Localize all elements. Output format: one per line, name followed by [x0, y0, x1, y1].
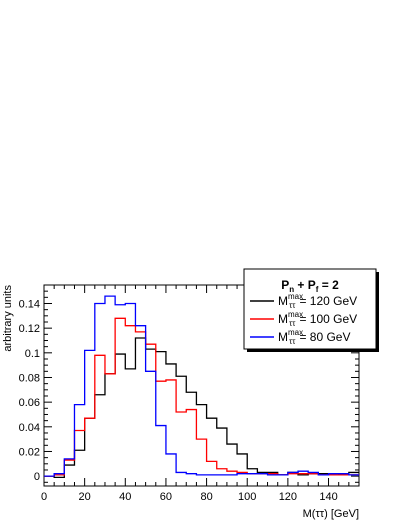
x-axis-title: M(ττ) [GeV]: [303, 508, 359, 520]
x-tick-label: 0: [41, 491, 47, 503]
legend-header: Pn + Pf = 2: [281, 278, 339, 294]
plot-frame: [43, 284, 360, 487]
y-tick-label: 0.08: [19, 372, 40, 384]
x-tick-label: 20: [79, 491, 91, 503]
x-axis-ticks: 0 20 40 60 80 100 120 140: [41, 285, 350, 503]
x-tick-label: 140: [319, 491, 337, 503]
x-tick-label: 120: [279, 491, 297, 503]
legend-box: [243, 268, 377, 350]
x-tick-label: 60: [160, 491, 172, 503]
x-tick-label: 80: [200, 491, 212, 503]
y-tick-label: 0.1: [25, 348, 40, 360]
histogram-series: [44, 295, 359, 479]
y-tick-label: 0.12: [19, 323, 40, 335]
legend-entry: Mmax ττ = 120 GeV: [278, 292, 357, 310]
y-axis-title: arbitrary units: [2, 285, 14, 352]
histogram-series-3: [44, 295, 359, 477]
y-tick-label: 0.14: [19, 298, 40, 310]
x-tick-label: 40: [119, 491, 131, 503]
y-tick-label: 0.04: [19, 422, 40, 434]
y-tick-label: 0.02: [19, 446, 40, 458]
y-tick-label: 0: [34, 471, 40, 483]
legend-entry: Mmax ττ = 100 GeV: [278, 310, 357, 328]
histogram-series-1: [44, 337, 359, 479]
y-tick-label: 0.06: [19, 397, 40, 409]
x-tick-label: 100: [238, 491, 256, 503]
legend-entry: Mmax ττ = 80 GeV: [278, 328, 351, 346]
